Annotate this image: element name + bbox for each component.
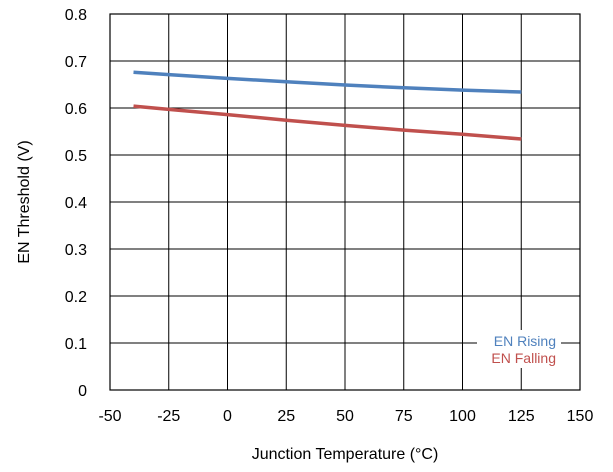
series-line-en-rising — [133, 70, 522, 94]
legend: EN Rising EN Falling — [477, 330, 561, 368]
legend-box — [477, 330, 561, 368]
x-tick-label: 25 — [277, 408, 295, 425]
x-tick-label: 0 — [223, 408, 232, 425]
y-tick-labels: 0 0.1 0.2 0.3 0.4 0.5 0.6 0.7 0.8 — [65, 7, 87, 400]
x-tick-label: -50 — [98, 408, 121, 425]
x-tick-labels: -50 -25 0 25 50 75 100 125 150 — [98, 408, 593, 425]
x-tick-label: 100 — [449, 408, 476, 425]
x-tick-label: 150 — [567, 408, 594, 425]
y-tick-label: 0.1 — [65, 336, 87, 353]
y-axis-title: EN Threshold (V) — [16, 140, 33, 263]
series-line-en-falling — [133, 104, 522, 141]
y-tick-label: 0.8 — [65, 7, 87, 24]
y-tick-label: 0.5 — [65, 148, 87, 165]
legend-label-en-falling: EN Falling — [491, 350, 556, 366]
x-tick-label: 125 — [508, 408, 535, 425]
y-tick-label: 0 — [78, 383, 87, 400]
x-axis-title: Junction Temperature (°C) — [252, 446, 439, 463]
y-tick-label: 0.3 — [65, 242, 87, 259]
x-tick-label: 75 — [395, 408, 413, 425]
y-tick-label: 0.2 — [65, 289, 87, 306]
y-tick-label: 0.7 — [65, 54, 87, 71]
series-layer — [133, 70, 522, 141]
x-tick-label: -25 — [157, 408, 180, 425]
legend-label-en-rising: EN Rising — [494, 333, 556, 349]
x-tick-label: 50 — [336, 408, 354, 425]
plot-frame — [109, 13, 581, 391]
y-tick-label: 0.6 — [65, 101, 87, 118]
y-tick-label: 0.4 — [65, 195, 87, 212]
